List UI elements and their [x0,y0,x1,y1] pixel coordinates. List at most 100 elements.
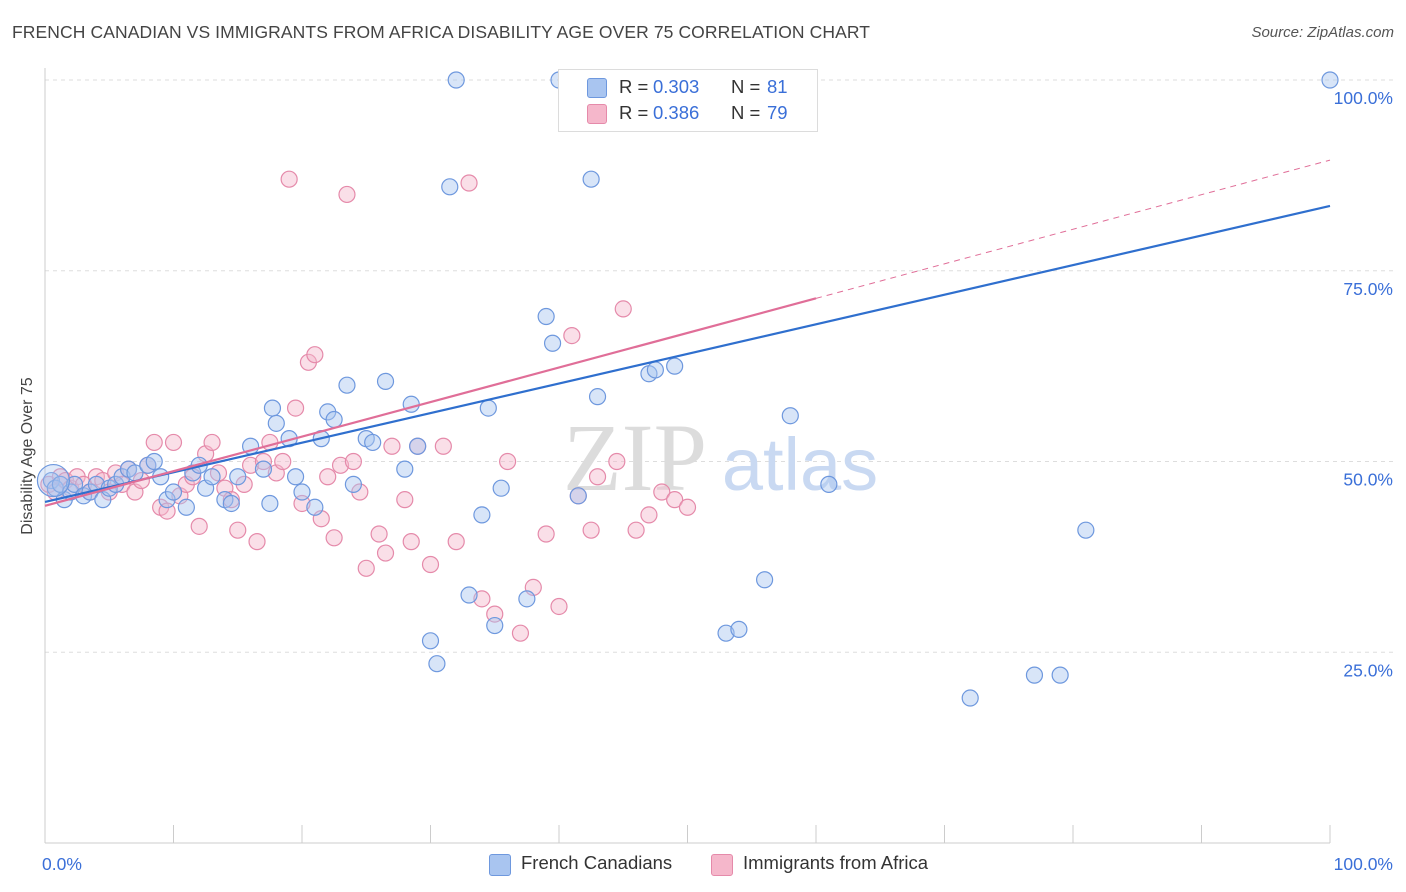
point-french-canadians [421,632,440,650]
point-french-canadians [263,399,282,417]
legend-r-label: R = [619,76,649,97]
point-immigrants-from-africa [447,533,465,551]
point-immigrants-from-africa [376,544,395,562]
legend: R = 0.303 N = 81 R = 0.386 N = 79 [558,69,818,132]
point-french-canadians [441,178,459,196]
bottom-legend-label: French Canadians [521,852,673,873]
point-immigrants-from-africa [286,399,305,417]
point-immigrants-from-africa [666,491,684,509]
point-immigrants-from-africa [248,533,266,551]
point-immigrants-from-africa [499,452,517,471]
point-french-canadians [646,361,664,379]
legend-r-value: 0.386 [653,102,700,123]
legend-n-value: 79 [767,102,788,123]
point-french-canadians [254,460,273,478]
point-french-canadians [409,437,427,455]
point-french-canadians [306,498,324,516]
point-immigrants-from-africa [550,597,568,616]
point-immigrants-from-africa [203,433,221,452]
point-french-canadians [428,655,446,673]
legend-r-value: 0.303 [653,76,700,97]
legend-n-value: 81 [767,76,788,97]
trend-line-immigrants-from-africa [44,297,817,507]
point-french-canadians [203,468,221,486]
bottom-legend-swatch-pink [711,854,733,876]
point-french-canadians [492,479,510,497]
point-immigrants-from-africa [537,525,555,543]
point-french-canadians [222,494,240,513]
axes [44,68,1331,844]
point-french-canadians [543,334,562,352]
point-french-canadians [666,357,684,375]
point-immigrants-from-africa [627,521,645,539]
point-french-canadians [164,483,183,501]
point-french-canadians [730,620,748,638]
point-immigrants-from-africa [274,452,292,471]
watermark-atlas: atlas [722,423,878,506]
point-french-canadians [1321,71,1339,89]
point-immigrants-from-africa [357,559,375,577]
point-immigrants-from-africa [370,525,388,543]
point-french-canadians [479,399,497,417]
trend-lines [44,159,1331,507]
trend-line-french-canadians [44,204,1331,504]
point-french-canadians [582,170,600,188]
point-immigrants-from-africa [473,590,491,608]
legend-swatch-blue [587,78,607,98]
point-french-canadians [588,388,607,406]
point-immigrants-from-africa [511,624,530,642]
point-immigrants-from-africa [608,452,626,471]
point-french-canadians [961,689,979,707]
point-immigrants-from-africa [338,185,356,204]
point-immigrants-from-africa [582,521,600,539]
point-french-canadians [460,586,478,604]
point-immigrants-from-africa [421,555,440,574]
point-french-canadians [293,483,311,501]
watermark: ZIP atlas [563,404,878,511]
chart-title: FRENCH CANADIAN VS IMMIGRANTS FROM AFRIC… [12,22,871,42]
point-french-canadians [473,506,491,524]
point-immigrants-from-africa [325,529,343,547]
point-immigrants-from-africa [145,433,163,452]
point-french-canadians [261,494,279,513]
point-immigrants-from-africa [344,452,362,471]
point-immigrants-from-africa [396,491,414,509]
point-french-canadians [229,468,247,486]
gridlines [45,79,1395,653]
point-french-canadians-large [36,463,71,498]
point-immigrants-from-africa [640,506,658,524]
point-immigrants-from-africa [434,437,452,455]
bottom-legend-label: Immigrants from Africa [743,852,929,873]
point-immigrants-from-africa [678,498,697,516]
legend-swatch-pink [587,104,607,124]
point-immigrants-from-africa [306,346,324,364]
point-immigrants-from-africa [222,491,240,509]
bottom-legend-swatch-blue [489,854,511,876]
series-blue-points [36,71,1339,707]
point-french-canadians [820,475,838,493]
point-french-canadians [569,487,587,505]
point-immigrants-from-africa [242,456,260,474]
legend-n-label: N = [731,102,761,123]
point-immigrants-from-africa [653,483,671,501]
point-immigrants-from-africa [280,170,298,188]
point-french-canadians [1025,666,1044,684]
x-tick-label: 0.0% [42,854,82,874]
point-french-canadians [376,372,395,390]
point-french-canadians [396,460,414,478]
y-tick-label: 25.0% [1343,660,1393,680]
y-tick-label: 100.0% [1334,88,1393,108]
point-immigrants-from-africa [563,327,581,345]
point-french-canadians [1051,666,1069,684]
point-french-canadians [286,468,305,486]
point-immigrants-from-africa [164,433,183,452]
point-immigrants-from-africa [190,517,208,535]
legend-n-label: N = [731,76,761,97]
tick-labels: 25.0% 50.0% 75.0% 100.0% 0.0% 100.0% [42,88,1393,874]
y-tick-label: 75.0% [1343,279,1393,299]
point-french-canadians [177,498,195,516]
point-french-canadians [325,410,343,429]
point-french-canadians [145,452,163,471]
point-immigrants-from-africa [319,468,337,486]
